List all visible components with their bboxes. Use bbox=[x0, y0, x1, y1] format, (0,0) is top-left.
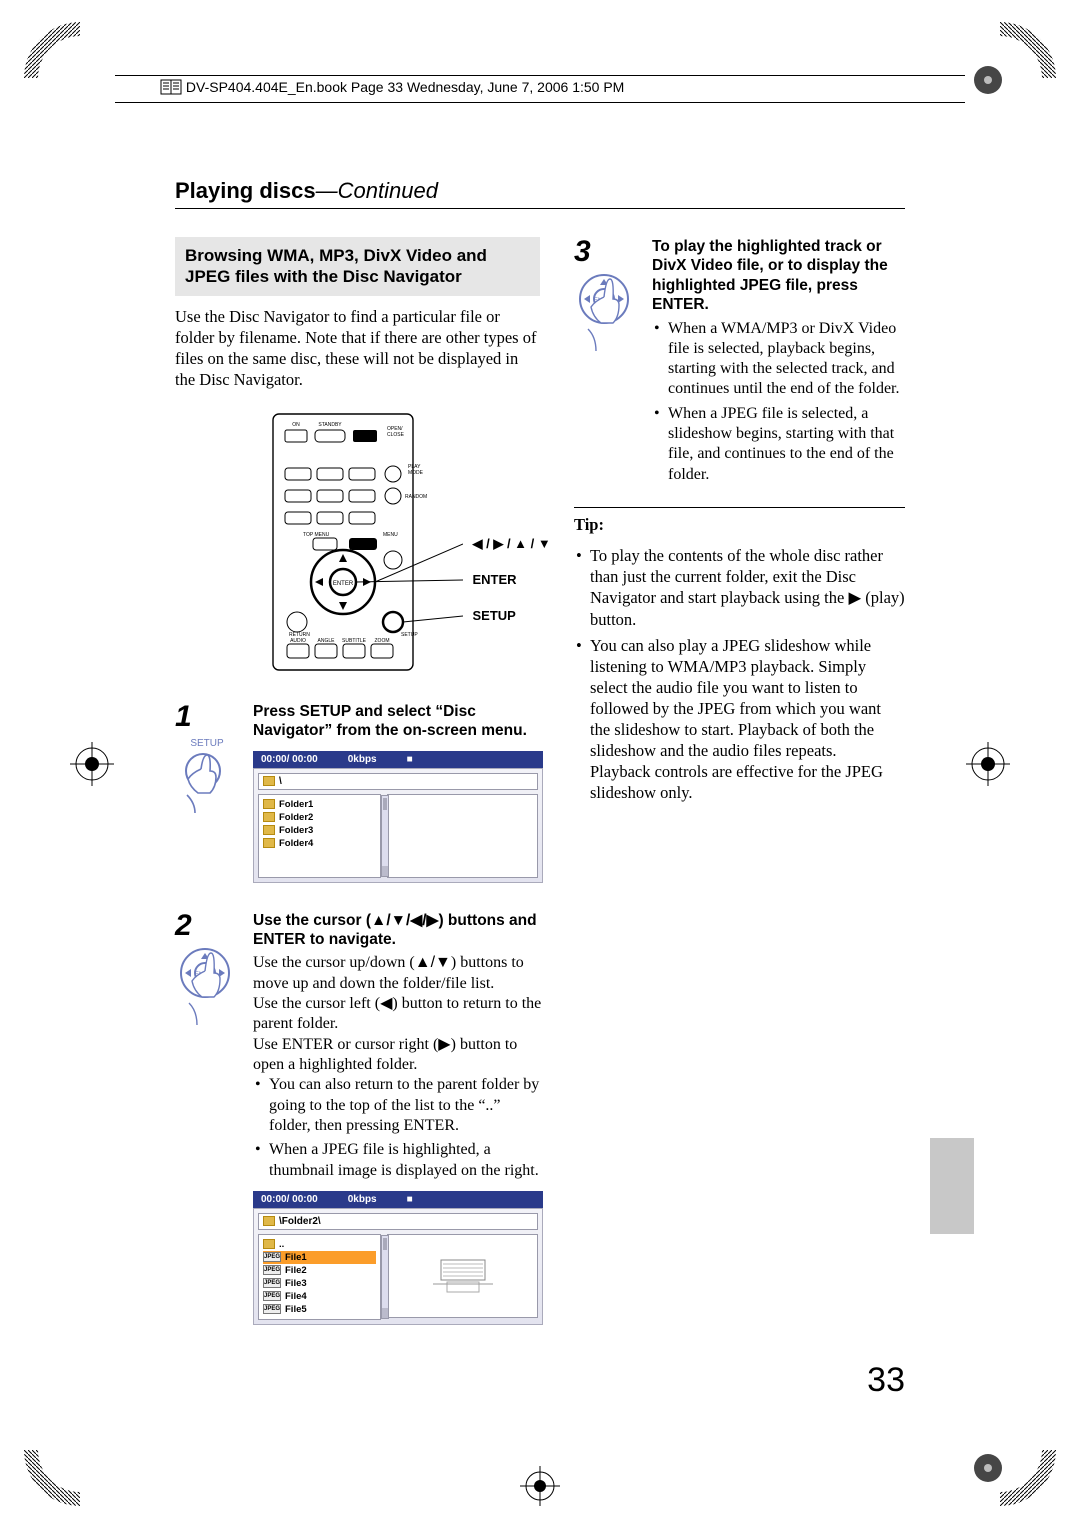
svg-text:MODE: MODE bbox=[408, 470, 424, 476]
nav2-time: 00:00/ 00:00 bbox=[261, 1194, 318, 1205]
step-3-bullets: When a WMA/MP3 or DivX Video file is sel… bbox=[652, 319, 905, 486]
remote-label-arrows: ◀ / ▶ / ▲ / ▼ bbox=[473, 536, 551, 552]
nav2-preview bbox=[387, 1234, 538, 1318]
foot-cross-icon bbox=[520, 1466, 560, 1506]
step-3-icon: ENTER bbox=[574, 267, 638, 353]
step-3-number: 3 bbox=[574, 237, 604, 267]
svg-text:SETUP: SETUP bbox=[401, 632, 418, 638]
nav1-preview bbox=[387, 794, 538, 878]
remote-label-setup: SETUP bbox=[473, 608, 516, 623]
crop-corner-bl bbox=[24, 1450, 80, 1506]
intro-paragraph: Use the Disc Navigator to find a particu… bbox=[175, 306, 540, 390]
svg-text:MENU: MENU bbox=[383, 532, 398, 538]
remote-label-enter: ENTER bbox=[473, 572, 517, 587]
step-2-p2: Use the cursor left (◀) button to return… bbox=[253, 994, 543, 1035]
tip-divider bbox=[574, 507, 905, 508]
nav2-kbps: 0kbps bbox=[348, 1194, 377, 1205]
nav1-file-list: Folder1 Folder2 Folder3 Folder4 bbox=[258, 794, 381, 878]
step-2: 2 ENTER bbox=[175, 911, 540, 1335]
tip-bullet-1: To play the contents of the whole disc r… bbox=[574, 545, 905, 630]
svg-text:ANGLE: ANGLE bbox=[317, 638, 335, 644]
step-1: 1 SETUP Press SETUP and select “Disc Nav… bbox=[175, 702, 540, 893]
section-heading: Browsing WMA, MP3, DivX Video and JPEG f… bbox=[175, 237, 540, 296]
spread-header-text: DV-SP404.404E_En.book Page 33 Wednesday,… bbox=[160, 78, 624, 96]
step-3: 3 ENTER bbox=[574, 237, 905, 489]
nav1-path: \ bbox=[279, 776, 282, 787]
nav2-path: \Folder2\ bbox=[279, 1216, 321, 1227]
step-1-number: 1 bbox=[175, 702, 205, 732]
setup-label: SETUP bbox=[175, 738, 239, 749]
disc-navigator-screenshot-2: 00:00/ 00:00 0kbps ■ \Folder2\ .. JPEGFi… bbox=[253, 1191, 543, 1325]
step-2-bullet-1: You can also return to the parent folder… bbox=[253, 1075, 543, 1136]
svg-text:ON: ON bbox=[292, 422, 300, 428]
tip-block: Tip: bbox=[574, 514, 905, 535]
page-number: 33 bbox=[867, 1361, 905, 1400]
nav1-kbps: 0kbps bbox=[348, 754, 377, 765]
running-head-suffix: —Continued bbox=[316, 178, 438, 203]
step-2-p3: Use ENTER or cursor right (▶) button to … bbox=[253, 1035, 543, 1076]
nav2-file-list: .. JPEGFile1 JPEGFile2 JPEGFile3 JPEGFil… bbox=[258, 1234, 381, 1320]
tip-bullets: To play the contents of the whole disc r… bbox=[574, 545, 905, 803]
registration-left bbox=[70, 742, 114, 786]
svg-text:ENTER: ENTER bbox=[332, 581, 353, 587]
tip-bullet-2: You can also play a JPEG slideshow while… bbox=[574, 635, 905, 804]
svg-text:CLOSE: CLOSE bbox=[387, 432, 405, 438]
nav2-stop-icon: ■ bbox=[407, 1194, 413, 1205]
step-2-heading: Use the cursor (▲/▼/◀/▶) buttons and ENT… bbox=[253, 911, 543, 950]
step-2-bullet-2: When a JPEG file is highlighted, a thumb… bbox=[253, 1140, 543, 1181]
svg-text:ZOOM: ZOOM bbox=[374, 638, 389, 644]
svg-text:TOP MENU: TOP MENU bbox=[303, 532, 330, 538]
step-2-p1: Use the cursor up/down (▲/▼) buttons to … bbox=[253, 953, 543, 994]
step-3-heading: To play the highlighted track or DivX Vi… bbox=[652, 237, 905, 315]
svg-text:SUBTITLE: SUBTITLE bbox=[342, 638, 367, 644]
disc-navigator-screenshot-1: 00:00/ 00:00 0kbps ■ \ Folder1 Folder2 F… bbox=[253, 751, 543, 883]
step-2-bullets: You can also return to the parent folder… bbox=[253, 1075, 543, 1181]
nav1-stop-icon: ■ bbox=[407, 754, 413, 765]
tip-title: Tip: bbox=[574, 515, 604, 534]
step-2-number: 2 bbox=[175, 911, 205, 941]
book-icon bbox=[160, 78, 182, 96]
running-head: Playing discs—Continued bbox=[175, 178, 905, 209]
thumb-index-tab bbox=[930, 1138, 974, 1234]
folder-icon bbox=[263, 1216, 275, 1226]
registration-right bbox=[966, 742, 1010, 786]
svg-text:RANDOM: RANDOM bbox=[405, 494, 427, 500]
crop-corner-tl bbox=[24, 22, 80, 78]
step-1-heading: Press SETUP and select “Disc Navigator” … bbox=[253, 702, 543, 741]
remote-diagram: ON STANDBY OPEN/ CLOSE PLAY MODE bbox=[253, 412, 463, 672]
folder-icon bbox=[263, 776, 275, 786]
step-2-icon: ENTER bbox=[175, 941, 239, 1027]
registration-br-dot bbox=[966, 1446, 1010, 1490]
step-3-bullet-2: When a JPEG file is selected, a slidesho… bbox=[652, 404, 905, 485]
registration-tr-dot bbox=[966, 58, 1010, 102]
running-head-title: Playing discs bbox=[175, 178, 316, 203]
step-1-icon: SETUP bbox=[175, 732, 239, 815]
step-3-bullet-1: When a WMA/MP3 or DivX Video file is sel… bbox=[652, 319, 905, 400]
svg-text:STANDBY: STANDBY bbox=[318, 422, 342, 428]
svg-text:AUDIO: AUDIO bbox=[290, 638, 306, 644]
nav1-time: 00:00/ 00:00 bbox=[261, 754, 318, 765]
